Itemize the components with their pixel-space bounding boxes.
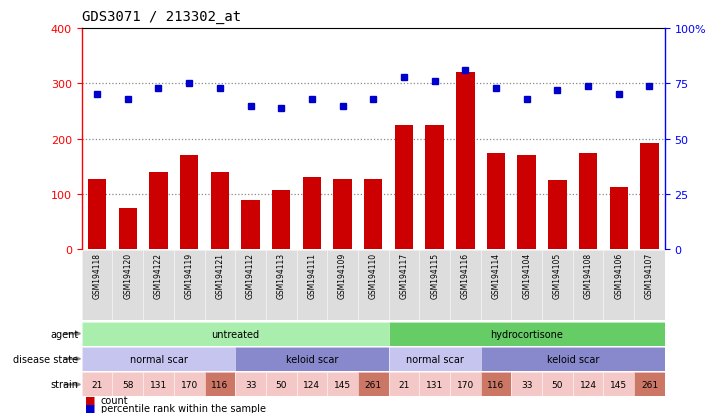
Text: 21: 21 [398, 380, 410, 389]
Text: GSM194115: GSM194115 [430, 252, 439, 298]
Bar [210, 173, 229, 250]
Bar [180, 156, 198, 250]
Text: GSM194108: GSM194108 [584, 252, 592, 298]
Text: strain: strain [50, 380, 78, 389]
Text: 50: 50 [552, 380, 563, 389]
Text: 131: 131 [150, 380, 167, 389]
Bar [272, 191, 290, 250]
Bar [88, 180, 107, 250]
Text: 50: 50 [275, 380, 287, 389]
Text: normal scar: normal scar [406, 354, 464, 364]
Text: GSM194111: GSM194111 [307, 252, 316, 298]
Text: 116: 116 [488, 380, 505, 389]
Text: GSM194116: GSM194116 [461, 252, 470, 298]
Bar [609, 188, 628, 250]
Text: 261: 261 [365, 380, 382, 389]
Text: 145: 145 [610, 380, 627, 389]
Text: ■: ■ [85, 395, 96, 405]
Text: 21: 21 [92, 380, 103, 389]
Text: GSM194118: GSM194118 [92, 252, 102, 298]
Text: GSM194106: GSM194106 [614, 252, 624, 298]
Bar [241, 200, 260, 250]
Bar [518, 156, 536, 250]
Bar [640, 144, 658, 250]
Text: GSM194119: GSM194119 [185, 252, 193, 298]
Text: GSM194104: GSM194104 [522, 252, 531, 298]
Text: ■: ■ [85, 403, 96, 413]
Text: percentile rank within the sample: percentile rank within the sample [101, 403, 266, 413]
Bar [425, 126, 444, 250]
Text: GSM194110: GSM194110 [369, 252, 378, 298]
Text: 124: 124 [304, 380, 321, 389]
Text: GSM194112: GSM194112 [246, 252, 255, 298]
Bar [456, 73, 474, 250]
Text: 131: 131 [426, 380, 443, 389]
Text: agent: agent [50, 329, 78, 339]
Text: keloid scar: keloid scar [547, 354, 599, 364]
Text: GSM194117: GSM194117 [400, 252, 408, 298]
Text: 261: 261 [641, 380, 658, 389]
Bar [579, 153, 597, 250]
Text: 58: 58 [122, 380, 134, 389]
Text: GSM194114: GSM194114 [491, 252, 501, 298]
Text: 170: 170 [456, 380, 474, 389]
Text: untreated: untreated [211, 329, 260, 339]
Text: GSM194109: GSM194109 [338, 252, 347, 298]
Text: 116: 116 [211, 380, 228, 389]
Text: count: count [101, 395, 129, 405]
Text: GSM194120: GSM194120 [123, 252, 132, 298]
Bar [395, 126, 413, 250]
Bar [119, 209, 137, 250]
Text: GDS3071 / 213302_at: GDS3071 / 213302_at [82, 10, 241, 24]
Text: 33: 33 [521, 380, 533, 389]
Bar [333, 179, 352, 250]
Text: GSM194122: GSM194122 [154, 252, 163, 298]
Text: normal scar: normal scar [129, 354, 188, 364]
Text: GSM194105: GSM194105 [553, 252, 562, 298]
Text: GSM194107: GSM194107 [645, 252, 654, 298]
Bar [487, 153, 506, 250]
Text: keloid scar: keloid scar [286, 354, 338, 364]
Bar [149, 173, 168, 250]
Text: 170: 170 [181, 380, 198, 389]
Text: hydrocortisone: hydrocortisone [491, 329, 563, 339]
Bar [303, 178, 321, 250]
Bar [364, 179, 383, 250]
Text: GSM194113: GSM194113 [277, 252, 286, 298]
Text: disease state: disease state [13, 354, 78, 364]
Text: 33: 33 [245, 380, 256, 389]
Text: 124: 124 [579, 380, 597, 389]
Bar [548, 181, 567, 250]
Text: GSM194121: GSM194121 [215, 252, 225, 298]
Text: 145: 145 [334, 380, 351, 389]
